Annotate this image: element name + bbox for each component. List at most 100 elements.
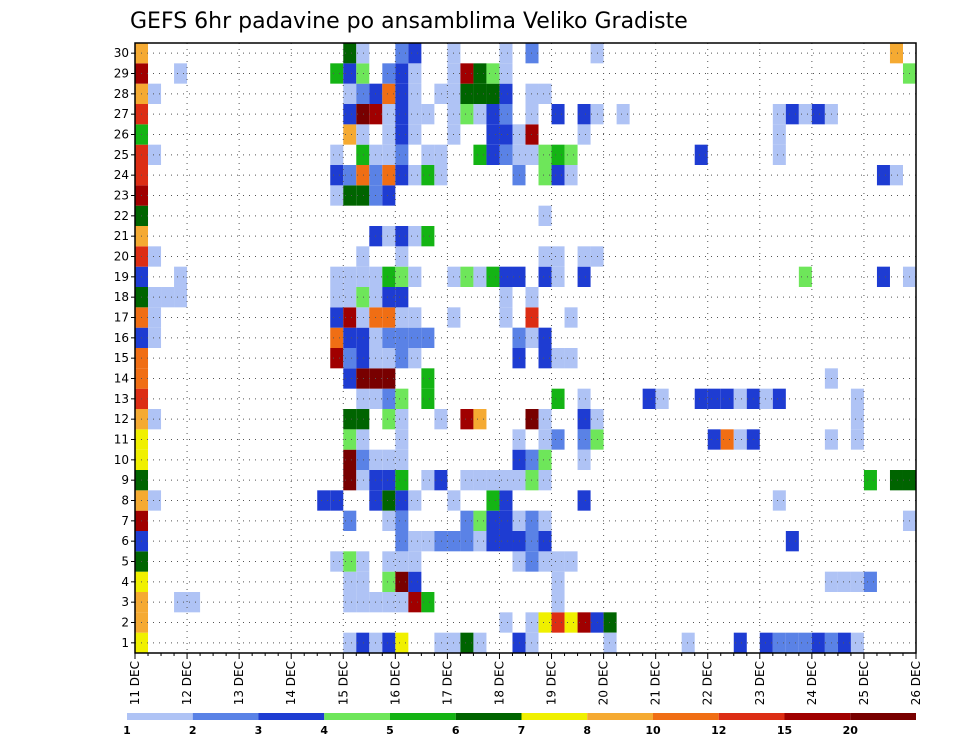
x-tick-label: 13 DEC xyxy=(232,661,246,705)
colorbar-swatch xyxy=(192,713,259,720)
colorbar-swatch xyxy=(587,713,653,720)
heatmap-cell xyxy=(707,388,721,409)
heatmap-cell xyxy=(356,429,370,450)
heatmap-cell xyxy=(694,388,708,409)
heatmap-cell xyxy=(525,510,539,531)
heatmap-cell xyxy=(499,531,513,552)
y-tick-label: 10 xyxy=(114,453,129,467)
heatmap-cell xyxy=(395,327,409,348)
heatmap-cell xyxy=(148,246,162,267)
y-tick-label: 24 xyxy=(114,168,129,182)
heatmap-cell xyxy=(395,449,409,470)
colorbar-swatch xyxy=(521,713,588,720)
heatmap-cell xyxy=(785,104,799,125)
heatmap-cell xyxy=(408,266,422,287)
x-tick-label: 24 DEC xyxy=(805,661,819,705)
heatmap-cell xyxy=(356,165,370,186)
heatmap-cell xyxy=(382,327,396,348)
heatmap-cell xyxy=(603,612,617,633)
heatmap-cell xyxy=(499,307,513,328)
heatmap-cell xyxy=(512,470,526,491)
heatmap-cell xyxy=(395,266,409,287)
x-tick-label: 15 DEC xyxy=(336,661,350,705)
heatmap-cell xyxy=(785,531,799,552)
heatmap-cell xyxy=(889,43,903,64)
x-tick-label: 21 DEC xyxy=(649,661,663,705)
heatmap-cells xyxy=(135,43,916,653)
heatmap-cell xyxy=(343,551,357,572)
heatmap-cell xyxy=(551,144,565,165)
heatmap-cell xyxy=(395,409,409,430)
colorbar: 1 2 3 4 5 6 7 8 10 12 15 20 xyxy=(123,713,916,737)
colorbar-label: 20 xyxy=(843,724,859,737)
heatmap-cell xyxy=(577,124,591,145)
heatmap-cell xyxy=(538,327,552,348)
y-tick-label: 28 xyxy=(114,87,129,101)
heatmap-cell xyxy=(356,246,370,267)
heatmap-cell xyxy=(850,409,864,430)
y-tick-label: 18 xyxy=(114,290,129,304)
y-tick-label: 15 xyxy=(114,351,129,365)
y-axis-ticks: 1234567891011121314151617181920212223242… xyxy=(114,46,135,650)
chart-title: GEFS 6hr padavine po ansamblima Veliko G… xyxy=(130,9,688,34)
heatmap-cell xyxy=(486,531,500,552)
colorbar-label: 3 xyxy=(255,724,263,737)
heatmap-cell xyxy=(356,63,370,84)
heatmap-cell xyxy=(421,592,435,613)
heatmap-cell xyxy=(330,307,344,328)
heatmap-cell xyxy=(395,429,409,450)
y-tick-label: 16 xyxy=(114,331,129,345)
heatmap-cell xyxy=(460,104,474,125)
heatmap-cell xyxy=(772,490,786,511)
heatmap-cell xyxy=(343,510,357,531)
heatmap-cell xyxy=(564,612,578,633)
heatmap-cell xyxy=(538,409,552,430)
heatmap-cell xyxy=(395,124,409,145)
heatmap-cell xyxy=(434,409,448,430)
x-tick-label: 26 DEC xyxy=(909,661,923,705)
y-tick-label: 5 xyxy=(121,555,129,569)
heatmap-cell xyxy=(499,266,513,287)
heatmap-cell xyxy=(473,531,487,552)
heatmap-cell xyxy=(720,429,734,450)
heatmap-cell xyxy=(148,144,162,165)
y-tick-label: 30 xyxy=(114,46,129,60)
heatmap-cell xyxy=(330,165,344,186)
heatmap-cell xyxy=(408,571,422,592)
heatmap-cell xyxy=(538,83,552,104)
heatmap-cell xyxy=(538,470,552,491)
heatmap-cell xyxy=(382,348,396,369)
y-tick-label: 29 xyxy=(114,67,129,81)
heatmap-cell xyxy=(798,632,812,653)
y-tick-label: 11 xyxy=(114,433,129,447)
heatmap-cell xyxy=(499,490,513,511)
heatmap-cell xyxy=(512,144,526,165)
colorbar-label: 15 xyxy=(777,724,792,737)
heatmap-cell xyxy=(148,409,162,430)
colorbar-label: 1 xyxy=(123,724,131,737)
heatmap-cell xyxy=(382,449,396,470)
heatmap-cell xyxy=(395,165,409,186)
heatmap-cell xyxy=(356,124,370,145)
heatmap-cell xyxy=(577,429,591,450)
heatmap-cell xyxy=(356,104,370,125)
heatmap-cell xyxy=(460,510,474,531)
heatmap-cell xyxy=(525,612,539,633)
heatmap-cell xyxy=(343,409,357,430)
heatmap-cell xyxy=(538,612,552,633)
heatmap-cell xyxy=(785,632,799,653)
heatmap-cell xyxy=(460,470,474,491)
heatmap-cell xyxy=(382,470,396,491)
heatmap-cell xyxy=(356,409,370,430)
heatmap-cell xyxy=(486,83,500,104)
x-tick-label: 11 DEC xyxy=(128,661,142,705)
heatmap-cell xyxy=(343,266,357,287)
heatmap-cell xyxy=(525,287,539,308)
heatmap-cell xyxy=(538,348,552,369)
heatmap-cell xyxy=(317,490,331,511)
heatmap-cell xyxy=(343,104,357,125)
heatmap-cell xyxy=(356,592,370,613)
heatmap-cell xyxy=(551,592,565,613)
heatmap-cell xyxy=(512,551,526,572)
heatmap-cell xyxy=(343,327,357,348)
